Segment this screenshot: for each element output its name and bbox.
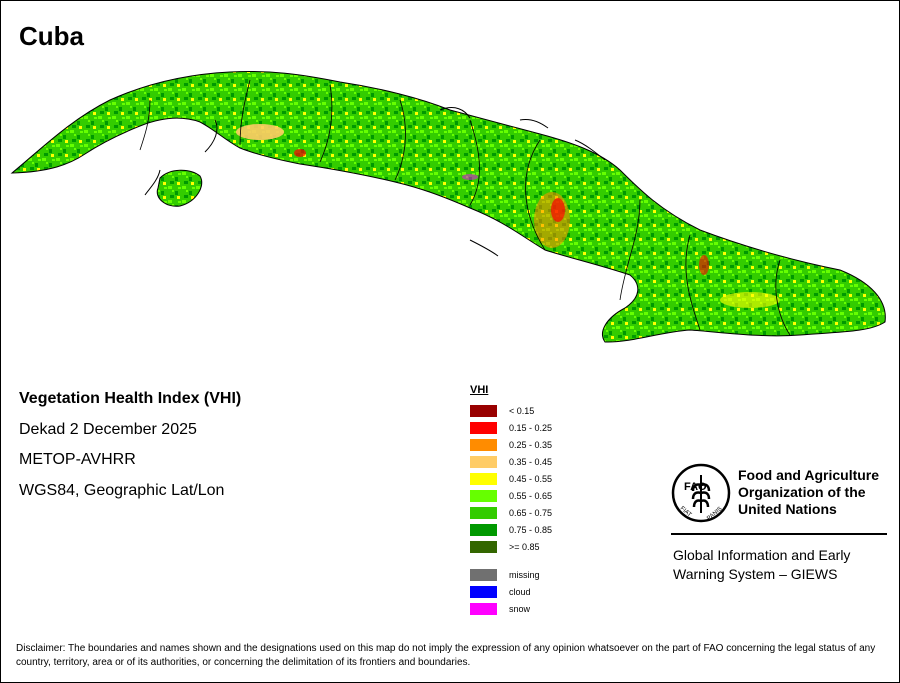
legend-label: 0.45 - 0.55 (509, 473, 553, 484)
legend-swatch (470, 585, 497, 598)
vhi-map (10, 70, 886, 343)
legend-swatch (470, 523, 497, 536)
period: Dekad 2 December 2025 (19, 421, 197, 438)
legend-row: 0.65 - 0.75 (470, 504, 552, 521)
sensor: METOP-AVHRR (19, 451, 136, 468)
legend-label: snow (509, 603, 531, 614)
legend-label: 0.25 - 0.35 (509, 439, 553, 450)
legend-label: < 0.15 (509, 405, 535, 416)
legend-swatch (470, 472, 497, 485)
legend-swatch (470, 540, 497, 553)
fao-logo-icon: FAO FIAT PANIS (671, 463, 731, 523)
legend-row: < 0.15 (470, 402, 534, 419)
isla-de-la-juventud (156, 169, 203, 207)
legend-label: 0.65 - 0.75 (509, 507, 553, 518)
fao-name-line: United Nations (738, 501, 837, 517)
index-name: Vegetation Health Index (VHI) (19, 390, 242, 407)
legend-swatch (470, 506, 497, 519)
legend-row: >= 0.85 (470, 538, 540, 555)
cays (144, 107, 606, 257)
legend-swatch (470, 568, 497, 581)
fao-name-line: Organization of the (738, 484, 866, 500)
legend-row: 0.55 - 0.65 (470, 487, 552, 504)
low-vhi-patches (236, 124, 780, 308)
fao-name-line: Food and Agriculture (738, 467, 880, 483)
legend-label: 0.35 - 0.45 (509, 456, 553, 467)
legend-swatch (470, 455, 497, 468)
legend-label: 0.55 - 0.65 (509, 490, 553, 501)
legend-swatch (470, 404, 497, 417)
divider (671, 533, 887, 535)
legend-label: missing (509, 569, 540, 580)
legend-row-snow: snow (470, 600, 530, 617)
legend-swatch (470, 489, 497, 502)
legend-row: 0.45 - 0.55 (470, 470, 552, 487)
disclaimer: Disclaimer: The boundaries and names sho… (16, 643, 876, 668)
legend-row: 0.25 - 0.35 (470, 436, 552, 453)
legend-title: VHI (470, 384, 489, 396)
cuba-mainland (10, 70, 886, 343)
logo-letters: FAO (684, 481, 707, 493)
legend-row: 0.35 - 0.45 (470, 453, 552, 470)
projection: WGS84, Geographic Lat/Lon (19, 482, 225, 499)
legend-swatch (470, 421, 497, 434)
legend-label: 0.15 - 0.25 (509, 422, 553, 433)
fao-name: Food and Agriculture Organization of the… (738, 467, 898, 518)
giews-line: Global Information and Early (673, 547, 851, 563)
giews-line: Warning System – GIEWS (673, 566, 838, 582)
legend-swatch (470, 438, 497, 451)
province-boundaries (139, 79, 791, 336)
legend-row-missing: missing (470, 566, 540, 583)
giews-name: Global Information and Early Warning Sys… (673, 546, 893, 584)
legend-label: cloud (509, 586, 531, 597)
legend-swatch (470, 602, 497, 615)
legend-row-cloud: cloud (470, 583, 531, 600)
legend-row: 0.75 - 0.85 (470, 521, 552, 538)
legend-label: >= 0.85 (509, 541, 540, 552)
legend-row: 0.15 - 0.25 (470, 419, 552, 436)
legend-label: 0.75 - 0.85 (509, 524, 553, 535)
map-title: Cuba (19, 21, 84, 51)
